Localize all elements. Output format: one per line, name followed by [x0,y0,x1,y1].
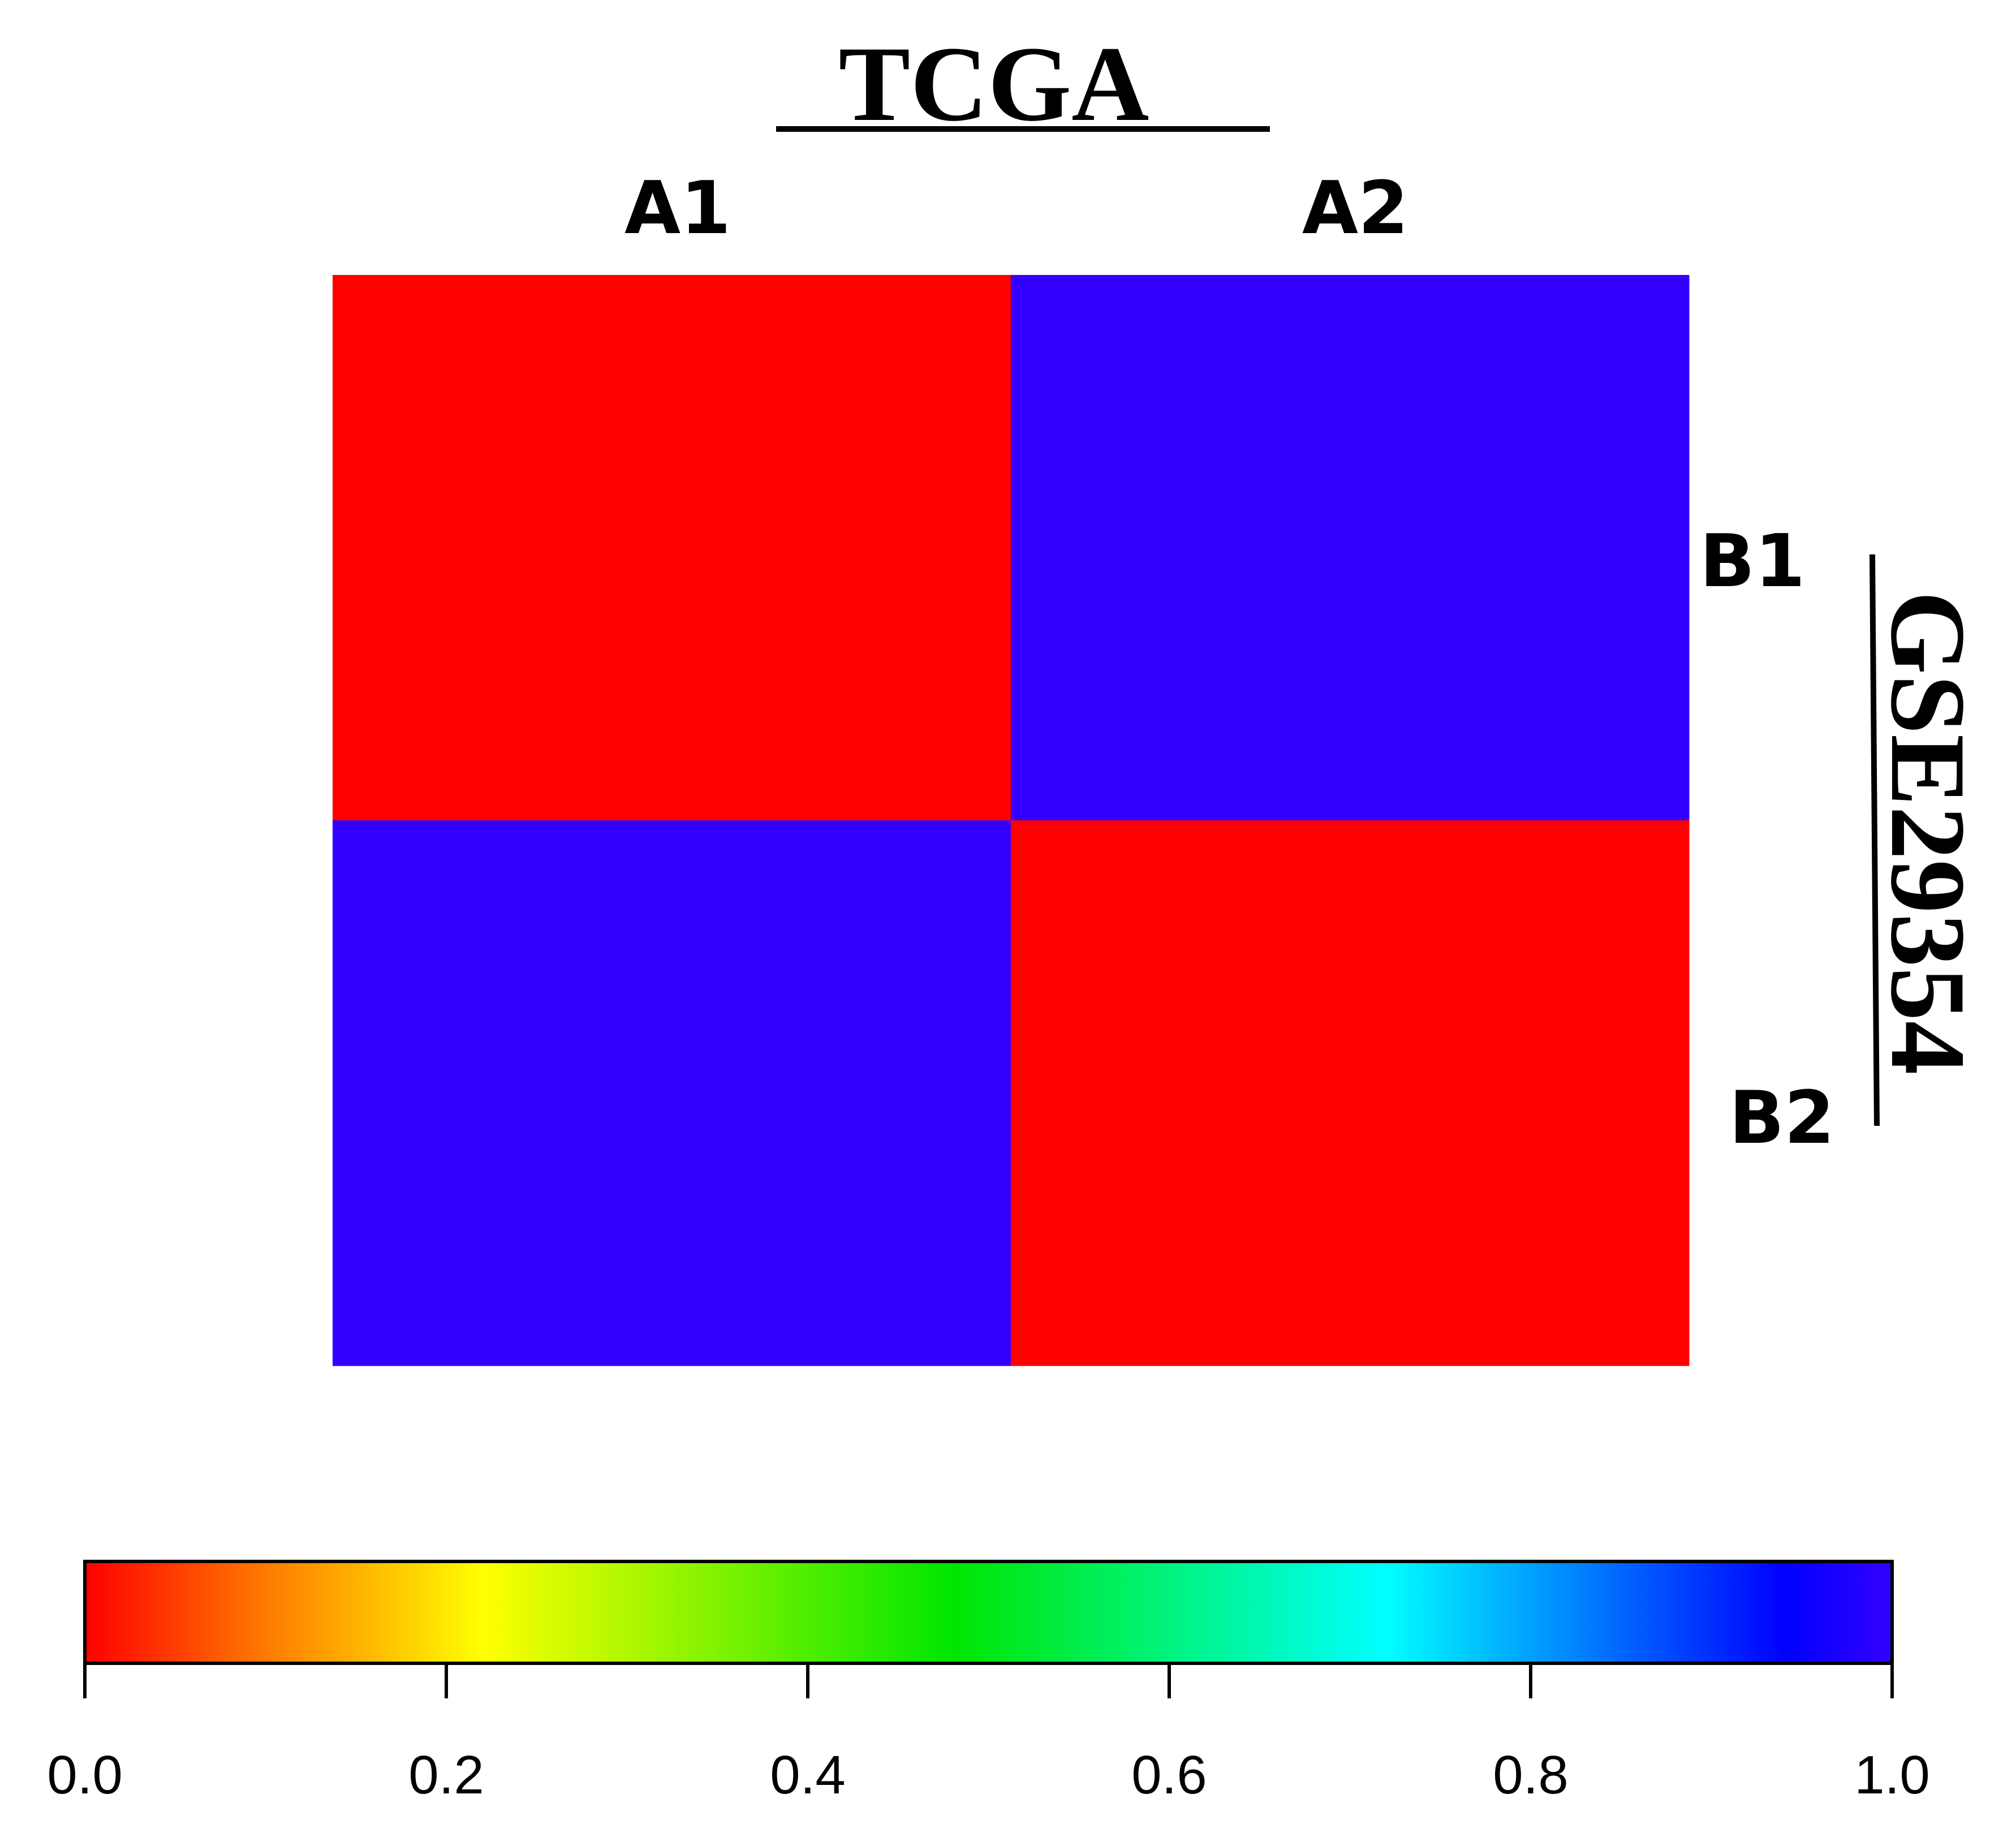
colorbar-ticks: 0.0 0.2 0.4 0.6 0.8 1.0 [47,1663,1930,1805]
heatmap-cell-b1-a2 [1011,275,1690,821]
side-title: GSE29354 [1868,591,1987,1074]
column-label-a1: A1 [624,166,731,251]
colorbar-tick-label: 0.6 [1131,1745,1207,1805]
colorbar-tick-label: 0.4 [770,1745,845,1805]
heatmap-cell-b1-a1 [333,275,1011,821]
heatmap-cells [333,275,1690,1366]
colorbar-tick-label: 0.0 [47,1745,122,1805]
side-title-line [1869,554,1880,1126]
column-label-a2: A2 [1302,166,1408,251]
heatmap-cell-b2-a1 [333,820,1011,1366]
chart-title: TCGA [839,25,1149,144]
row-label-b1: B1 [1700,519,1806,604]
heatmap-cell-b2-a2 [1011,820,1690,1366]
colorbar-tick-label: 1.0 [1854,1745,1929,1805]
colorbar [83,1560,1894,1665]
row-label-b2: B2 [1729,1076,1835,1160]
colorbar-tick-label: 0.2 [408,1745,484,1805]
colorbar-tick-label: 0.8 [1493,1745,1568,1805]
